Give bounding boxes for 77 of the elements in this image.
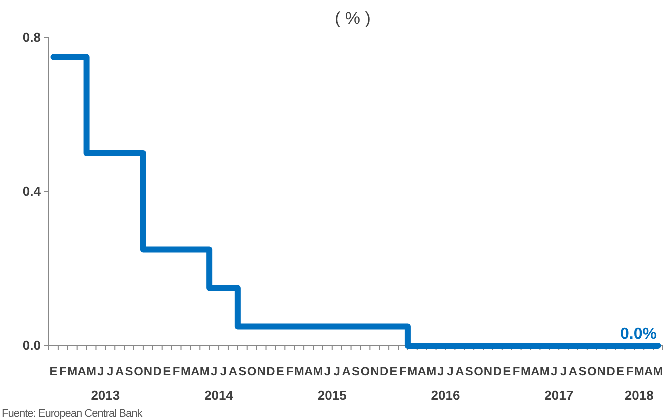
x-tick-label: A	[418, 364, 427, 378]
text: 2015	[318, 388, 347, 403]
x-tick-label: M	[540, 364, 550, 378]
x-tick-label: A	[342, 364, 352, 378]
source-note: Fuente: European Central Bank	[2, 408, 144, 419]
x-tick-label: J	[334, 364, 340, 378]
x-tick-label: S	[125, 364, 134, 378]
x-tick-label: J	[438, 364, 444, 378]
x-tick-label: D	[266, 364, 276, 378]
x-tick-label: M	[68, 364, 78, 378]
text: 2013	[91, 388, 120, 403]
x-tick-label: M	[294, 364, 304, 378]
x-tick-label: F	[512, 364, 520, 378]
x-tick-label: J	[98, 364, 104, 378]
x-tick-label: F	[286, 364, 294, 378]
x-tick-label: J	[220, 364, 228, 378]
x-tick-label: F	[59, 364, 67, 378]
x-tick-label: A	[644, 364, 654, 378]
x-tick-label: E	[390, 364, 398, 378]
x-tick-label: S	[465, 364, 474, 378]
x-tick-label: N	[484, 364, 493, 378]
x-tick-label: A	[78, 364, 87, 378]
x-tick-label: J	[324, 364, 332, 378]
text: 2014	[204, 388, 234, 403]
x-tick-label: O	[360, 364, 370, 378]
y-tick-label: 0.4	[22, 184, 42, 200]
x-tick-label: J	[107, 364, 114, 378]
x-tick-label: N	[370, 364, 380, 378]
y-tick-label: 0.8	[22, 30, 41, 46]
chart-title: ( % )	[335, 9, 371, 28]
x-tick-label: M	[408, 364, 418, 378]
x-tick-label: E	[276, 364, 284, 378]
x-tick-label: O	[474, 364, 484, 378]
x-tick-label: M	[313, 364, 324, 378]
text: 2017	[544, 388, 574, 403]
x-tick-label: J	[210, 364, 218, 378]
x-tick-label: M	[653, 364, 663, 378]
x-tick-label: M	[200, 364, 210, 378]
x-tick-label: E	[163, 364, 172, 378]
x-tick-label: M	[180, 364, 191, 378]
x-tick-label: J	[551, 364, 558, 378]
x-tick-label: M	[634, 364, 644, 378]
x-tick-label: A	[304, 364, 314, 378]
x-tick-label: S	[238, 364, 247, 378]
x-tick-label: E	[616, 364, 624, 378]
x-tick-label: A	[568, 364, 578, 378]
x-tick-label: M	[426, 364, 437, 378]
x-tick-label: F	[400, 364, 407, 378]
x-tick-label: N	[257, 364, 266, 378]
x-tick-label: E	[503, 364, 512, 378]
x-tick-label: A	[116, 364, 125, 378]
x-tick-label: M	[86, 364, 97, 378]
text: 2016	[431, 388, 460, 403]
y-tick-label: 0.0	[22, 338, 41, 354]
x-tick-label: O	[134, 364, 144, 378]
x-tick-label: F	[172, 364, 180, 378]
x-tick-label: A	[456, 364, 465, 378]
x-tick-label: O	[587, 364, 597, 378]
x-tick-label: D	[153, 364, 162, 378]
x-tick-label: A	[191, 364, 200, 378]
x-tick-label: M	[521, 364, 532, 378]
x-tick-label: E	[50, 364, 58, 378]
x-tick-label: J	[560, 364, 568, 378]
x-tick-label: D	[606, 364, 616, 378]
x-tick-label: N	[144, 364, 153, 378]
x-tick-label: A	[531, 364, 540, 378]
x-tick-label: S	[578, 364, 587, 378]
x-tick-label: J	[447, 364, 454, 378]
x-tick-label: S	[352, 364, 360, 378]
x-tick-label: D	[493, 364, 502, 378]
data-label: 0.0%	[620, 326, 657, 343]
x-tick-label: D	[380, 364, 390, 378]
x-tick-label: N	[597, 364, 606, 378]
x-tick-label: A	[228, 364, 238, 378]
x-tick-label: O	[247, 364, 257, 378]
x-tick-label: F	[626, 364, 634, 378]
text: 2018	[624, 388, 654, 403]
